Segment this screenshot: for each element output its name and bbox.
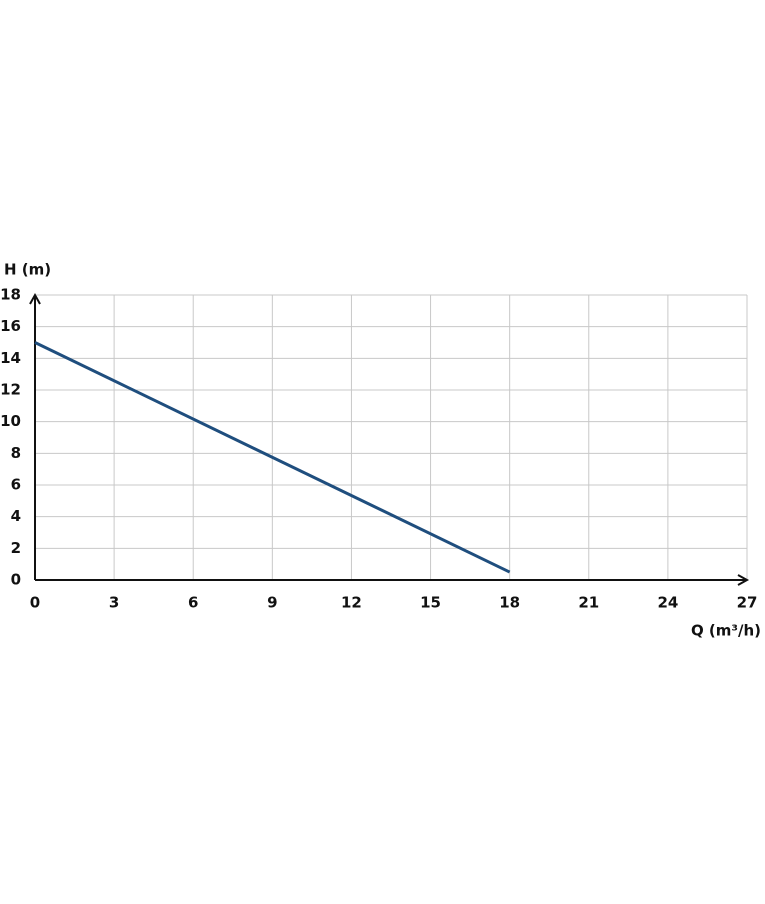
x-tick-label: 12 xyxy=(341,594,362,612)
y-tick-label: 16 xyxy=(0,317,21,335)
y-tick-label: 4 xyxy=(11,507,21,525)
y-tick-label: 0 xyxy=(11,571,21,589)
y-tick-label: 10 xyxy=(0,412,21,430)
y-axis-arrow xyxy=(29,292,41,305)
x-tick-label: 3 xyxy=(109,594,119,612)
y-tick-label: 6 xyxy=(11,476,21,494)
x-tick-label: 24 xyxy=(657,594,678,612)
x-tick-label: 21 xyxy=(578,594,599,612)
x-axis-label: Q (m³/h) xyxy=(691,622,761,640)
x-tick-label: 9 xyxy=(267,594,277,612)
y-tick-label: 2 xyxy=(11,539,21,557)
x-tick-label: 18 xyxy=(499,594,520,612)
y-tick-label: 8 xyxy=(11,444,21,462)
y-axis-label: H (m) xyxy=(4,261,51,279)
y-tick-label: 12 xyxy=(0,381,21,399)
x-tick-label: 6 xyxy=(188,594,198,612)
x-tick-label: 0 xyxy=(30,594,40,612)
x-tick-label: 15 xyxy=(420,594,441,612)
x-tick-label: 27 xyxy=(737,594,758,612)
x-axis-arrow xyxy=(737,574,750,586)
data-line xyxy=(34,341,511,574)
y-tick-label: 14 xyxy=(0,349,21,367)
y-tick-label: 18 xyxy=(0,286,21,304)
